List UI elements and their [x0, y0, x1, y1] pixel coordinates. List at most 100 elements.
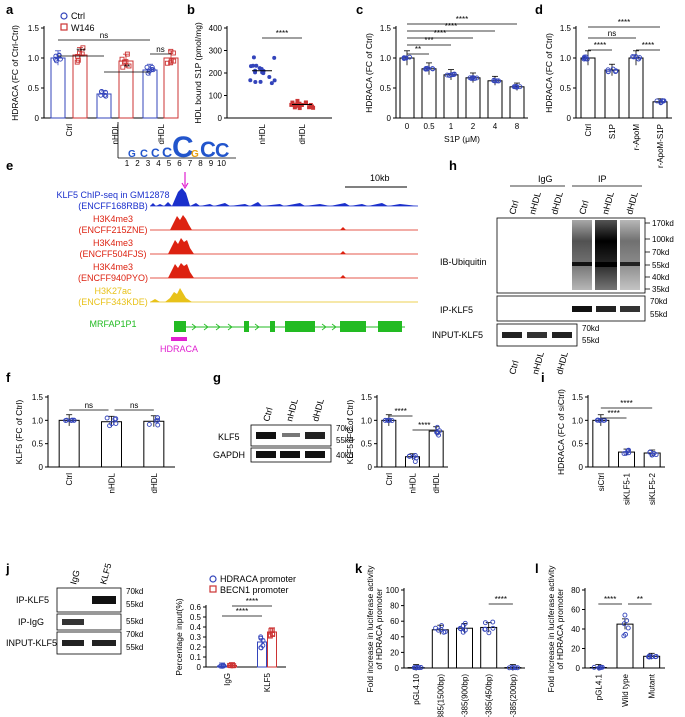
chart-g: 0 0.5 1.0 1.5 KLF5 (FC of Ctrl) Ctrl nHDL dHDL *… [345, 393, 448, 493]
bar-ctrl [50, 57, 66, 119]
data-point [482, 620, 488, 626]
y-tick-label: 0.5 [32, 440, 44, 449]
data-point [418, 665, 424, 670]
data-point [470, 75, 476, 81]
data-point [71, 417, 77, 423]
lane-label: Ctrl [577, 199, 590, 215]
data-point [436, 627, 441, 633]
x-tick-label: Ctrl [65, 124, 74, 137]
y-tick-label: 1.5 [560, 24, 572, 33]
y-tick-label: 1.0 [560, 54, 572, 63]
bar [592, 419, 610, 468]
x-tick-label: -515~+385(900bp) [461, 674, 470, 717]
x-tick-label: Ctrl [65, 473, 74, 486]
bar-ctrl [142, 69, 158, 119]
data-point [268, 627, 274, 633]
data-point [102, 92, 108, 98]
lane-label: dHDL [310, 398, 326, 423]
chip-track-h3k4me3-1 [150, 215, 418, 231]
blot-g-marker-55: 55kd [336, 436, 353, 445]
significance-label: **** [604, 595, 616, 604]
bar [509, 86, 525, 119]
data-point [146, 421, 152, 427]
motif-position: 6 [177, 159, 182, 168]
y-tick-label: 80 [390, 602, 399, 611]
panel-letter-b: b [187, 2, 195, 17]
blot-j-marker: 70kd [126, 630, 143, 639]
lane-label: dHDL [624, 191, 640, 216]
y-tick-label: 0.3 [190, 633, 202, 642]
data-point [650, 452, 656, 458]
track-id-h3k4me3-1: (ENCFF215ZNE) [78, 225, 147, 235]
data-point [75, 57, 81, 63]
data-point [624, 618, 630, 624]
data-point [448, 72, 454, 78]
data-point [621, 451, 627, 457]
blot-h-row-ubiquitin: IB-Ubiquitin [440, 257, 487, 267]
data-point [124, 51, 130, 57]
blot-g-row-klf5: KLF5 [218, 432, 240, 442]
data-point-nhdl [254, 63, 259, 68]
bar [443, 74, 459, 119]
motif-position: 4 [156, 159, 161, 168]
data-point [434, 429, 440, 435]
legend-ctrl-marker [60, 12, 68, 20]
y-tick-label: 300 [209, 47, 223, 56]
ubiquitin-marker: 40kd [652, 273, 669, 282]
x-tick-label: siKLF5-1 [623, 472, 632, 505]
y-axis-label: Fold increase in luciferase activity [546, 565, 556, 693]
data-point-nhdl [272, 78, 277, 83]
y-tick-label: 60 [390, 617, 399, 626]
y-tick-label: 0.6 [190, 603, 202, 612]
x-tick-label: S1P [608, 124, 617, 139]
panel-e-browser: G C C C C G C C 1 2 3 4 5 6 7 8 9 10 10kb KLF5 Ch… [56, 122, 418, 354]
data-point [494, 78, 500, 84]
data-point [412, 665, 418, 671]
blot-h-ubiquitin-markers: 170kd 100kd 70kd 55kd 40kd 35kd [645, 219, 674, 294]
data-point [512, 84, 518, 90]
data-point-dhdl [289, 102, 294, 107]
data-point-nhdl [267, 75, 272, 80]
y-axis-label: HDRACA (FC of siCtrl) [556, 389, 566, 475]
panel-letter-j: j [5, 561, 10, 576]
data-point-dhdl [293, 104, 298, 109]
significance-label: **** [620, 399, 632, 408]
blot-h-lane-labels: Ctrl nHDL dHDL Ctrl nHDL dHDL [507, 191, 640, 216]
lane-label: nHDL [527, 191, 543, 216]
data-point [146, 68, 152, 74]
data-point [605, 67, 611, 73]
bar [399, 57, 415, 119]
bar [431, 629, 449, 669]
y-tick-label: 0 [387, 114, 392, 123]
data-point [99, 88, 105, 94]
track-label-h3k4me3-3: H3K4me3 [93, 262, 133, 272]
x-tick-label: Ctrl [385, 473, 394, 486]
y-tick-label: 0 [197, 663, 202, 672]
data-point [150, 67, 156, 73]
lane-label: nHDL [284, 398, 300, 423]
data-point-dhdl [297, 106, 302, 111]
x-tick-label: IgG [223, 673, 232, 686]
motif-position: 10 [217, 159, 226, 168]
data-point [442, 629, 448, 635]
track-label-h3k27ac: H3K27ac [94, 286, 132, 296]
significance-label: **** [246, 597, 258, 606]
x-tick-label: pGL4.1 [594, 673, 603, 700]
legend-hdraca-marker [209, 575, 217, 583]
data-point-nhdl [253, 70, 258, 75]
lane-label: Ctrl [507, 359, 520, 375]
data-point [596, 665, 602, 671]
blot-j-marker: 70kd [126, 587, 143, 596]
blot-j-marker: 55kd [126, 643, 143, 652]
track-id-h3k4me3-3: (ENCFF940PYO) [78, 273, 148, 283]
x-tick-label: KLF5 [263, 672, 272, 692]
data-point [659, 98, 665, 104]
y-tick-label: 0 [39, 463, 44, 472]
data-point [653, 654, 659, 659]
y-axis-label: HDRACA (FC of Ctrl-Ctrl) [10, 25, 20, 121]
significance-label: *** [76, 47, 85, 56]
x-tick-label: nHDL [258, 123, 267, 144]
legend-w146-label: W146 [71, 23, 95, 33]
motif-position: 8 [198, 159, 203, 168]
blot-h-input-marker-70: 70kd [582, 324, 599, 333]
